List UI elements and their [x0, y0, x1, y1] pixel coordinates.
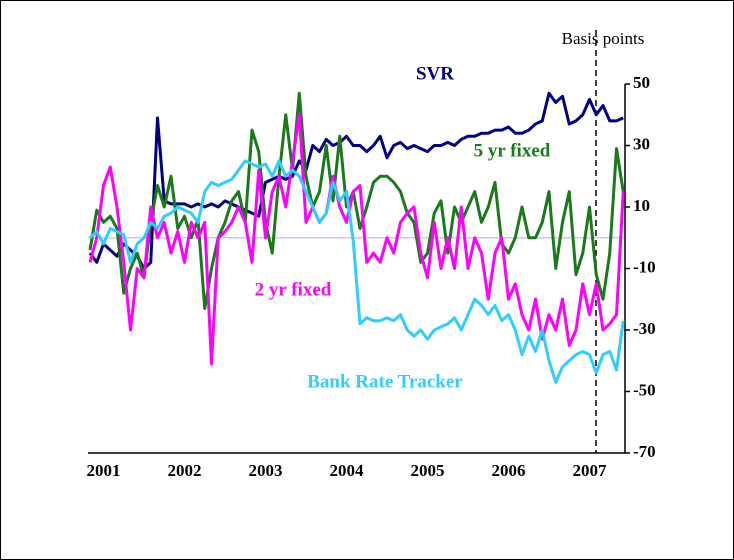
- series-line: [88, 159, 625, 384]
- series-line: [88, 91, 625, 310]
- series-label: Bank Rate Tracker: [307, 371, 463, 392]
- series-line: [88, 113, 625, 366]
- y-tick-label: -50: [633, 380, 656, 399]
- series-label: SVR: [416, 63, 454, 84]
- series-line: [88, 91, 624, 270]
- y-tick-label: 30: [633, 134, 650, 153]
- y-axis-label: Basis points: [562, 29, 645, 48]
- y-tick-label: -70: [633, 442, 656, 461]
- x-tick-label: 2002: [168, 461, 202, 480]
- y-tick-label: -30: [633, 319, 656, 338]
- y-tick-label: 10: [633, 196, 650, 215]
- y-tick-label: -10: [633, 257, 656, 276]
- y-tick-label: 50: [633, 73, 650, 92]
- x-tick-label: 2001: [87, 461, 121, 480]
- x-tick-label: 2004: [330, 461, 365, 480]
- series-label: 5 yr fixed: [474, 140, 551, 161]
- series-label: 2 yr fixed: [255, 279, 332, 300]
- x-tick-label: 2005: [411, 461, 445, 480]
- x-tick-label: 2007: [573, 461, 608, 480]
- x-tick-label: 2003: [249, 461, 283, 480]
- x-tick-label: 2006: [492, 461, 526, 480]
